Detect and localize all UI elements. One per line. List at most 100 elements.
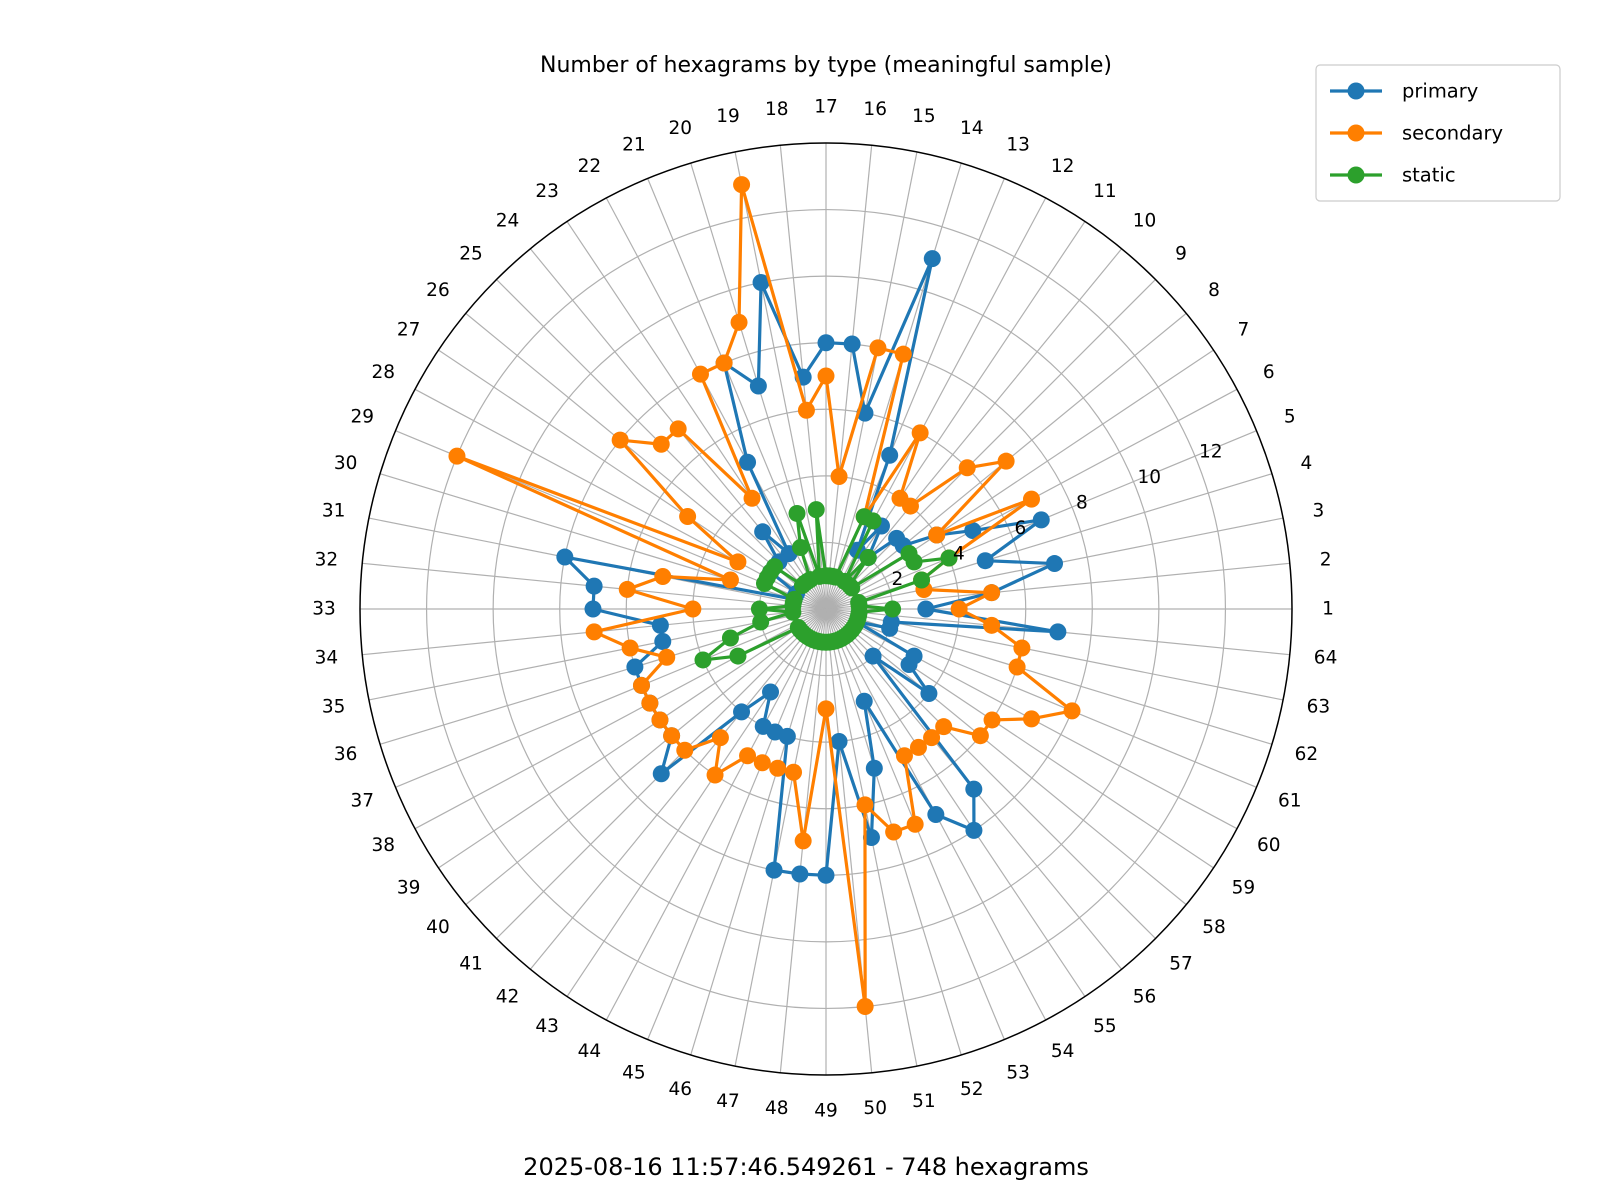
data-point-static-64 (850, 603, 868, 621)
angle-tick-label: 36 (334, 744, 358, 765)
angular-gridline (690, 608, 827, 1056)
legend: primary secondary static (1315, 64, 1561, 202)
radial-tick-label: 4 (953, 544, 965, 565)
angle-tick-label: 45 (622, 1062, 646, 1083)
data-point-secondary-21 (715, 354, 733, 372)
data-point-secondary-37 (632, 676, 650, 694)
data-point-primary-24 (754, 523, 772, 541)
data-point-static-10 (859, 549, 877, 567)
legend-label-static: static (1402, 164, 1456, 187)
data-point-static-5 (940, 549, 958, 567)
radial-tick-labels: 2 4 6 8 10 12 (892, 442, 1223, 590)
legend-marker-secondary (1347, 124, 1365, 142)
data-point-secondary-33 (684, 600, 702, 618)
data-point-primary-64 (1049, 623, 1067, 641)
data-point-primary-33 (584, 600, 602, 618)
angle-tick-label: 32 (315, 549, 339, 570)
data-point-primary-35 (654, 632, 672, 650)
angle-tick-label: 46 (669, 1079, 693, 1100)
angle-tick-label: 64 (1314, 648, 1338, 669)
data-point-secondary-54 (895, 747, 913, 765)
data-point-secondary-55 (909, 738, 927, 756)
angle-tick-label: 50 (863, 1098, 887, 1119)
data-point-primary-51 (862, 829, 880, 847)
series-secondary (448, 176, 1081, 1016)
angular-gridline (566, 221, 827, 610)
angle-tick-label: 29 (350, 406, 374, 427)
series-static (694, 501, 958, 669)
data-point-secondary-1 (950, 600, 968, 618)
angular-gridline (825, 608, 1187, 906)
angular-gridline (825, 248, 1123, 610)
angle-tick-label: 10 (1133, 210, 1157, 231)
data-point-static-13 (855, 508, 873, 526)
data-point-primary-54 (927, 805, 945, 823)
data-point-primary-20 (749, 377, 767, 395)
data-point-secondary-29 (448, 447, 466, 465)
data-point-secondary-34 (585, 623, 603, 641)
angular-gridline (825, 608, 1273, 745)
data-point-secondary-30 (721, 571, 739, 589)
angle-tick-label: 57 (1169, 953, 1193, 974)
data-point-secondary-31 (654, 568, 672, 586)
data-point-secondary-24 (669, 420, 687, 438)
angle-tick-label: 20 (669, 118, 693, 139)
data-point-secondary-26 (611, 431, 629, 449)
angle-tick-label: 22 (578, 156, 602, 177)
angular-gridline (529, 608, 827, 970)
data-point-static-21 (792, 538, 810, 556)
angle-tick-label: 42 (496, 987, 520, 1008)
data-point-secondary-64 (983, 616, 1001, 634)
angular-gridline (438, 349, 827, 610)
angle-tick-label: 3 (1312, 501, 1324, 522)
radial-tick-label: 10 (1138, 467, 1162, 488)
angle-tick-label: 35 (322, 696, 346, 717)
angle-tick-label: 54 (1051, 1041, 1075, 1062)
data-point-primary-56 (965, 780, 983, 798)
angle-tick-label: 43 (535, 1016, 559, 1037)
data-point-primary-34 (651, 616, 669, 634)
data-point-secondary-16 (830, 467, 848, 485)
data-point-secondary-53 (906, 815, 924, 833)
angle-tick-label: 31 (322, 501, 346, 522)
angle-tick-label: 62 (1295, 744, 1319, 765)
data-point-secondary-44 (739, 747, 757, 765)
angular-gridline (605, 608, 827, 1021)
angular-gridline (414, 388, 827, 610)
radial-tick-label: 6 (1015, 518, 1027, 539)
angle-tick-label: 15 (912, 106, 936, 127)
angle-tick-label: 58 (1202, 917, 1226, 938)
angle-tick-label: 14 (960, 118, 984, 139)
angle-tick-label: 51 (912, 1091, 936, 1112)
angle-tick-label: 13 (1006, 135, 1030, 156)
radial-tick-label: 8 (1076, 493, 1088, 514)
angular-gridline (825, 221, 1086, 610)
data-point-primary-13 (881, 446, 899, 464)
data-point-primary-32 (585, 577, 603, 595)
data-point-primary-49 (817, 866, 835, 884)
data-point-primary-22 (739, 453, 757, 471)
data-point-secondary-19 (733, 176, 751, 194)
legend-frame (1315, 64, 1561, 202)
angle-tick-label: 37 (350, 791, 374, 812)
data-point-primary-46 (778, 727, 796, 745)
data-point-primary-4 (976, 552, 994, 570)
angle-tick-label: 56 (1133, 987, 1157, 1008)
angular-gridline (379, 473, 827, 610)
data-point-secondary-27 (679, 508, 697, 526)
angle-tick-label: 59 (1232, 877, 1256, 898)
radial-tick-label: 12 (1199, 442, 1223, 463)
data-point-primary-36 (626, 658, 644, 676)
data-point-secondary-8 (997, 452, 1015, 470)
data-point-static-29 (755, 575, 773, 593)
data-point-primary-42 (733, 703, 751, 721)
data-point-primary-5 (1032, 511, 1050, 529)
data-point-secondary-15 (869, 339, 887, 357)
angular-gridline (605, 197, 827, 610)
data-point-secondary-60 (1022, 710, 1040, 728)
data-point-static-36 (721, 629, 739, 647)
data-point-primary-14 (923, 250, 941, 268)
data-point-primary-9 (888, 529, 906, 547)
data-point-secondary-58 (971, 727, 989, 745)
angle-tick-label: 53 (1006, 1062, 1030, 1083)
